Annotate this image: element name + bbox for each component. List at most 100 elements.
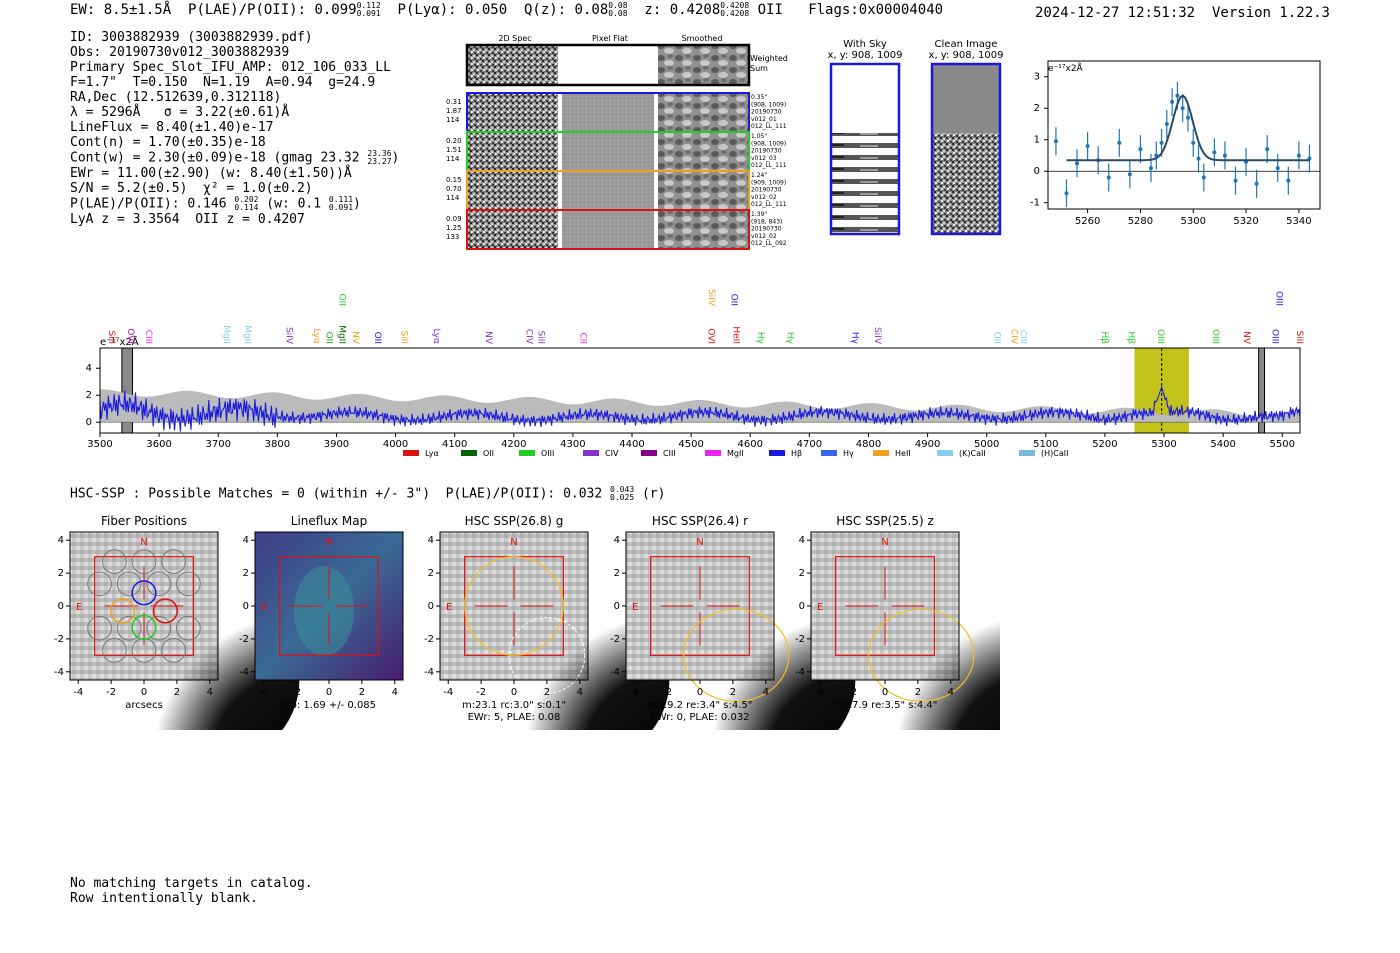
aperture-box xyxy=(835,556,935,656)
zoom-point xyxy=(1180,106,1185,111)
hsc-xtick-label: 4 xyxy=(207,687,213,698)
spectrum-ytick-label: 2 xyxy=(86,390,92,401)
aperture-box xyxy=(650,556,750,656)
zoom-xtick-label: 5280 xyxy=(1128,216,1153,227)
header-right: 2024-12-27 12:51:32 Version 1.22.3 xyxy=(1035,5,1330,21)
zoom-point xyxy=(1053,139,1058,144)
spectrum-xtick-label: 5300 xyxy=(1151,439,1176,450)
zoom-point xyxy=(1127,172,1132,177)
zoom-ytick-label: 0 xyxy=(1034,166,1040,177)
hsc-ytick-label: 0 xyxy=(58,601,64,612)
spectrum-line-label: OII xyxy=(372,332,382,344)
spectra-cutouts: 2D Spec Pixel Flat Smoothed Weighted Sum… xyxy=(446,34,788,250)
cutout-right-label: (909, 1009) xyxy=(751,179,786,186)
info-contn: Cont(n) = 1.70(±0.35)e-18 xyxy=(70,135,266,150)
hsc-xtick-label: 4 xyxy=(392,687,398,698)
spectrum-line-label: CIII xyxy=(143,330,153,344)
spectrum-xtick-label: 5200 xyxy=(1092,439,1117,450)
legend-label: Lyα xyxy=(425,449,439,458)
hsc-ytick-label: -4 xyxy=(795,667,805,678)
hsc-caption-1: m:19.2 re:3.4" s:4.5" xyxy=(648,700,753,711)
zoom-xtick-label: 5300 xyxy=(1181,216,1206,227)
hsc-ytick-label: -4 xyxy=(424,667,434,678)
hsc-panel: HSC SSP(25.5) z N E -4 -4 -2 -2 0 0 2 2 4 4 m:17.9 re… xyxy=(795,514,1000,730)
match-ellipse-secondary xyxy=(508,617,586,694)
spectrum-xtick-label: 3900 xyxy=(324,439,349,450)
hsc-xtick-label: 0 xyxy=(882,687,888,698)
info-contw: Cont(w) = 2.30(±0.09)e-18 (gmag 23.32 23… xyxy=(70,149,400,166)
spectrum-line-label: OII xyxy=(991,332,1001,344)
weighted-sum-row: Weighted Sum xyxy=(465,43,788,87)
hsc-ytick-label: 4 xyxy=(243,535,249,546)
hsc-ytick-label: 2 xyxy=(58,568,64,579)
spectrum-line-label: OIII xyxy=(1155,329,1165,344)
summary-header: EW: 8.5±1.5Å P(LAE)/P(OII): 0.0990.112 0.… xyxy=(70,1,943,19)
cutout-right-label: 1.39" xyxy=(751,211,767,218)
zoom-point xyxy=(1117,140,1122,145)
info-plae: P(LAE)/P(OII): 0.146 0.202 0.114 (w: 0.1 … xyxy=(70,195,361,212)
hsc-xtick-label: -2 xyxy=(847,687,857,698)
spectrum-line-label: OVI xyxy=(125,328,135,344)
cutout-right-label: 20190730 xyxy=(751,109,782,116)
north-label: N xyxy=(325,537,332,548)
cutout-right-label: (908, 1009) xyxy=(751,101,786,108)
fiber-circle xyxy=(87,615,112,641)
z-value: z: 0.4208 xyxy=(644,2,721,18)
spectrum-line-label: OIII xyxy=(1210,329,1220,344)
ew-value: EW: 8.5±1.5Å xyxy=(70,2,172,18)
legend-label: CIII xyxy=(663,449,676,458)
zoom-ytick-label: 3 xyxy=(1034,72,1040,83)
col-title-pixelflat: Pixel Flat xyxy=(592,34,628,43)
match-ellipse xyxy=(682,608,790,702)
hsc-panel: HSC SSP(26.4) r N E -4 -4 -2 -2 0 0 2 2 4 4 m:19.2 re… xyxy=(610,514,856,730)
zoom-xtick-label: 5340 xyxy=(1286,216,1311,227)
hsc-xtick-label: 2 xyxy=(359,687,365,698)
cutout-right-label: 0.35" xyxy=(751,94,767,101)
cutout-left-label: 0.15 xyxy=(446,176,462,184)
legend-label: Hγ xyxy=(843,449,854,458)
spectrum-line-label: MgII xyxy=(221,325,231,344)
hsc-xtick-label: -4 xyxy=(258,687,268,698)
cutout-right-label: v012_02 xyxy=(751,194,777,201)
hsc-xtick-label: 0 xyxy=(511,687,517,698)
cutout-left-label: 1.51 xyxy=(446,146,462,154)
cutout-left-label: 1.87 xyxy=(446,107,462,115)
legend-label: CIV xyxy=(605,449,619,458)
spectrum-xtick-label: 4800 xyxy=(856,439,881,450)
info-block: ID: 3003882939 (3003882939.pdf) Obs: 201… xyxy=(70,30,399,227)
legend-swatch xyxy=(769,450,785,456)
spectrum-xtick-label: 4200 xyxy=(501,439,526,450)
legend-swatch xyxy=(519,450,535,456)
hsc-ytick-label: 2 xyxy=(799,568,805,579)
legend-label: (H)CaII xyxy=(1041,449,1068,458)
spectrum-line-label: SiIV xyxy=(283,327,293,345)
hsc-xtick-label: 4 xyxy=(577,687,583,698)
line-name: OII xyxy=(757,2,783,18)
cutout-right-label: 1.05" xyxy=(751,133,767,140)
cutout-left-label: 0.31 xyxy=(446,98,462,106)
spectrum-line-label: HeII xyxy=(731,326,741,344)
spectrum-xtick-label: 4400 xyxy=(619,439,644,450)
fiber-circle xyxy=(102,549,127,574)
info-obs: Obs: 20190730v012_3003882939 xyxy=(70,45,290,60)
legend-swatch xyxy=(705,450,721,456)
full-spectrum-chart: e⁻¹⁷x2Å 3500 3600 3700 3800 3900 4000 4100 4200… xyxy=(86,289,1304,458)
hsc-summary: HSC-SSP : Possible Matches = 0 (within +… xyxy=(70,485,666,502)
spectrum-xtick-label: 4900 xyxy=(915,439,940,450)
hsc-ytick-label: -2 xyxy=(54,634,64,645)
spectrum-line-label: SiII xyxy=(106,330,116,344)
cutout-right-label: 012_LL_111 xyxy=(751,162,787,169)
spectrum-line-label: SiII xyxy=(399,330,409,344)
zoom-point xyxy=(1185,115,1190,120)
legend-swatch xyxy=(937,450,953,456)
cutout-right-label: v012_01 xyxy=(751,116,777,123)
zoom-point xyxy=(1201,175,1206,180)
aperture-box xyxy=(94,556,194,656)
info-params: F=1.7" T=0.150 N=1.19 A=0.94 g=24.9 xyxy=(70,75,376,90)
legend-label: MgII xyxy=(727,449,744,458)
east-label: E xyxy=(632,602,638,613)
hsc-xtick-label: 0 xyxy=(326,687,332,698)
q-errors: 0.08 0.08 xyxy=(608,1,628,18)
